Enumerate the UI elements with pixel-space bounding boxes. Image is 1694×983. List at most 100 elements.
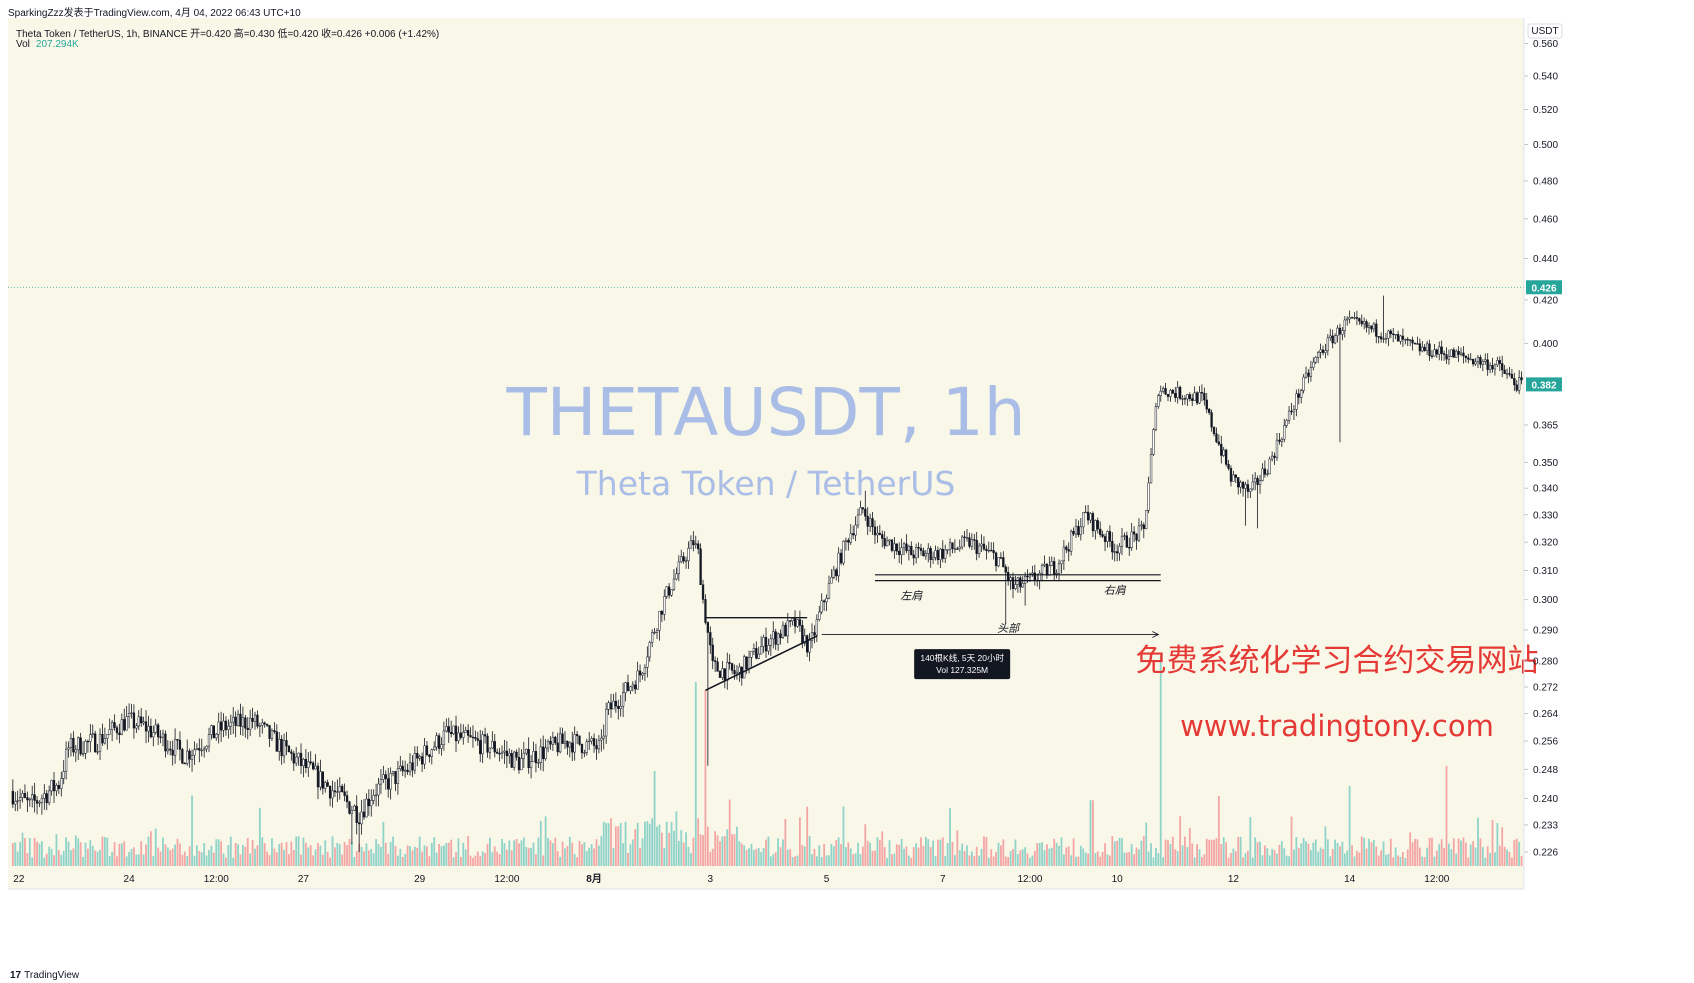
candle[interactable]: [697, 540, 700, 555]
candle[interactable]: [314, 754, 317, 770]
candle[interactable]: [236, 709, 240, 727]
candle[interactable]: [77, 736, 80, 760]
candle[interactable]: [89, 724, 92, 753]
candle[interactable]: [309, 751, 312, 766]
candle[interactable]: [428, 754, 431, 763]
candle[interactable]: [1394, 334, 1397, 340]
candle[interactable]: [1488, 362, 1492, 374]
candle[interactable]: [103, 727, 107, 745]
candle[interactable]: [358, 812, 361, 853]
candle[interactable]: [1145, 510, 1148, 530]
candle[interactable]: [1319, 343, 1322, 359]
candle[interactable]: [273, 722, 276, 734]
candle[interactable]: [815, 614, 819, 643]
candle[interactable]: [1290, 403, 1293, 415]
candle[interactable]: [52, 771, 56, 803]
currency-label[interactable]: USDT: [1531, 26, 1558, 37]
candle[interactable]: [1220, 435, 1223, 464]
candle[interactable]: [1401, 328, 1405, 348]
candle[interactable]: [1040, 563, 1044, 582]
candle[interactable]: [764, 627, 768, 658]
candle[interactable]: [1317, 351, 1320, 364]
candle[interactable]: [28, 797, 31, 807]
candle[interactable]: [508, 748, 511, 764]
candle[interactable]: [1142, 522, 1145, 539]
candle[interactable]: [295, 747, 298, 767]
candle[interactable]: [994, 551, 998, 572]
candle[interactable]: [670, 589, 673, 597]
candle[interactable]: [1309, 360, 1313, 382]
candle[interactable]: [1333, 333, 1337, 345]
candle[interactable]: [510, 749, 513, 768]
candle[interactable]: [147, 715, 150, 743]
candle[interactable]: [956, 546, 959, 550]
candle[interactable]: [910, 541, 913, 556]
candle[interactable]: [655, 628, 659, 639]
candle[interactable]: [1258, 474, 1262, 494]
candle[interactable]: [772, 621, 775, 649]
candle[interactable]: [755, 641, 758, 660]
candle[interactable]: [796, 619, 799, 628]
candle[interactable]: [709, 626, 712, 654]
candle[interactable]: [348, 800, 351, 815]
candle[interactable]: [1413, 342, 1417, 345]
candle[interactable]: [1275, 433, 1279, 461]
candle[interactable]: [711, 637, 714, 670]
candle[interactable]: [120, 713, 123, 736]
candle[interactable]: [922, 547, 925, 557]
candle[interactable]: [384, 770, 387, 790]
candle[interactable]: [188, 748, 191, 768]
candle[interactable]: [1244, 481, 1247, 526]
candle[interactable]: [963, 530, 966, 547]
candle[interactable]: [33, 782, 36, 813]
candle[interactable]: [868, 513, 872, 533]
candle[interactable]: [1060, 560, 1063, 574]
candle[interactable]: [776, 632, 780, 651]
candle[interactable]: [1520, 371, 1523, 385]
candle[interactable]: [1229, 465, 1233, 487]
candle[interactable]: [1263, 460, 1267, 478]
candle[interactable]: [239, 703, 242, 735]
candle[interactable]: [200, 738, 203, 757]
candle[interactable]: [634, 680, 637, 694]
candle[interactable]: [1442, 350, 1446, 361]
candle[interactable]: [1372, 322, 1376, 333]
candle[interactable]: [1101, 530, 1104, 539]
candle[interactable]: [876, 526, 879, 543]
candle[interactable]: [1200, 384, 1204, 402]
candle[interactable]: [881, 530, 884, 548]
candle[interactable]: [365, 793, 368, 818]
candle[interactable]: [1069, 529, 1073, 556]
candle[interactable]: [84, 739, 87, 760]
candle[interactable]: [806, 634, 809, 657]
candle[interactable]: [1297, 388, 1300, 405]
candle[interactable]: [689, 535, 693, 549]
candle[interactable]: [1389, 329, 1392, 338]
candle[interactable]: [1353, 312, 1356, 320]
candle[interactable]: [1023, 572, 1027, 606]
candle[interactable]: [1191, 393, 1194, 407]
candle[interactable]: [1496, 356, 1499, 367]
candle[interactable]: [391, 770, 395, 777]
candle[interactable]: [1224, 448, 1228, 467]
candle[interactable]: [810, 623, 814, 649]
candle[interactable]: [798, 610, 802, 632]
candle[interactable]: [311, 761, 315, 771]
candle[interactable]: [1079, 518, 1082, 541]
candle[interactable]: [326, 779, 329, 788]
candle[interactable]: [1358, 317, 1361, 325]
candle[interactable]: [1261, 463, 1264, 482]
candle[interactable]: [447, 717, 450, 744]
candle[interactable]: [646, 646, 649, 678]
candle[interactable]: [1154, 402, 1158, 432]
candle[interactable]: [573, 726, 576, 761]
candle[interactable]: [212, 725, 215, 739]
candle[interactable]: [733, 664, 736, 680]
candle[interactable]: [1406, 336, 1409, 347]
candle[interactable]: [667, 583, 671, 599]
candle[interactable]: [1476, 355, 1480, 369]
candle[interactable]: [377, 777, 380, 807]
candle[interactable]: [372, 789, 375, 805]
candle[interactable]: [79, 732, 82, 756]
